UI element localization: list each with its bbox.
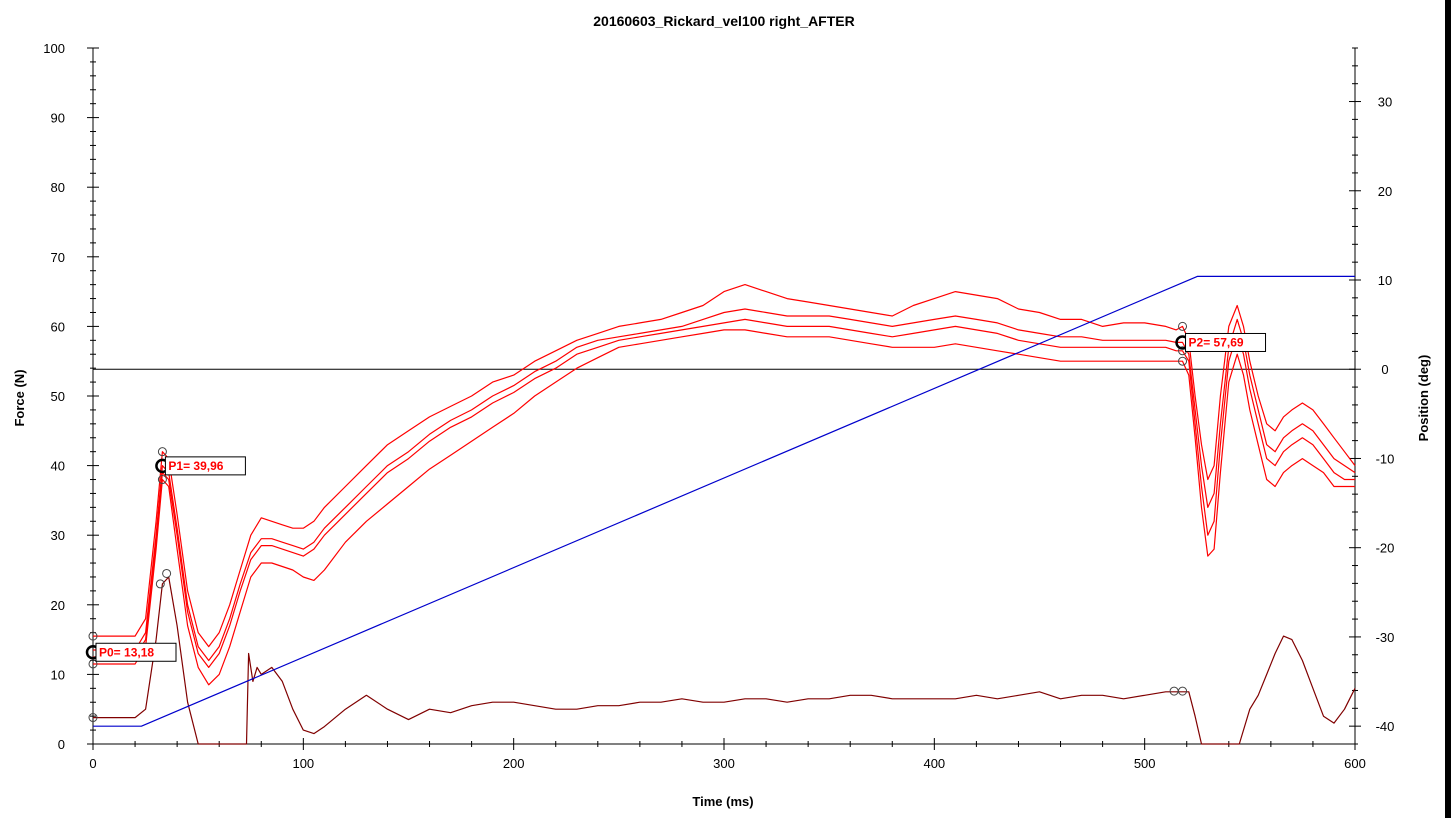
x-axis: 0 100 200 300 400 500 600 [89,738,1366,771]
window-edge [1445,0,1451,818]
small-marker [1169,686,1179,696]
x-tick-label: 600 [1344,756,1366,771]
small-marker [155,579,165,589]
x-tick-label: 0 [89,756,96,771]
y-tick-label: 70 [51,250,65,265]
peak-label-p1: P1= 39,96 [168,459,223,473]
y2-tick-label: 10 [1378,273,1392,288]
small-marker [157,475,167,485]
small-marker [1178,686,1188,696]
chart-title: 20160603_Rickard_vel100 right_AFTER [593,13,854,29]
y2-tick-label: -30 [1376,630,1395,645]
y-tick-label: 0 [58,737,65,752]
plot-frame [92,48,1356,745]
small-marker [1178,321,1188,331]
y-tick-label: 50 [51,389,65,404]
small-marker [88,659,98,669]
position-line [93,275,1355,727]
peak-label-box [95,642,177,662]
y-tick-label: 40 [51,459,65,474]
x-tick-label: 500 [1134,756,1156,771]
peak-label-p2: P2= 57,69 [1189,335,1244,349]
y-tick-label: 100 [43,41,65,56]
y-tick-label: 20 [51,598,65,613]
x-tick-label: 100 [292,756,314,771]
y-tick-label: 10 [51,667,65,682]
peak-label-box [1185,332,1267,352]
marker-group: P0= 13,18 P1= 39,96 P2= 57,69 [85,321,1267,723]
y-tick-label: 60 [51,319,65,334]
y-axis-title: Force (N) [12,369,27,426]
x-tick-label: 200 [503,756,525,771]
y2-tick-label: 30 [1378,95,1392,110]
y-tick-label: 80 [51,180,65,195]
small-marker [88,631,98,641]
y-tick-label: 90 [51,111,65,126]
force-line-0 [93,284,1356,648]
y2-axis-title: Position (deg) [1416,355,1431,442]
series-group [93,275,1356,745]
y2-tick-label: -20 [1376,541,1395,556]
y2-tick-label: 20 [1378,184,1392,199]
y2-tick-label: 0 [1381,362,1388,377]
peak-label-box [164,456,246,476]
y-axis-left: 0 10 20 30 40 50 60 70 80 90 100 [43,41,99,752]
small-marker [157,447,167,457]
x-tick-label: 400 [923,756,945,771]
peak-label-p0: P0= 13,18 [99,645,154,659]
y-tick-label: 30 [51,528,65,543]
small-marker [88,713,98,723]
x-tick-label: 300 [713,756,735,771]
x-axis-title: Time (ms) [692,794,753,809]
force-line-4 [93,576,1356,745]
y2-tick-label: -10 [1376,451,1395,466]
small-marker [1178,356,1188,366]
force-line-2 [93,318,1355,668]
force-line-3 [93,329,1355,686]
small-marker [162,568,172,578]
y-axis-right: -40 -30 -20 -10 0 10 20 30 [1349,47,1395,745]
y2-tick-label: -40 [1376,719,1395,734]
